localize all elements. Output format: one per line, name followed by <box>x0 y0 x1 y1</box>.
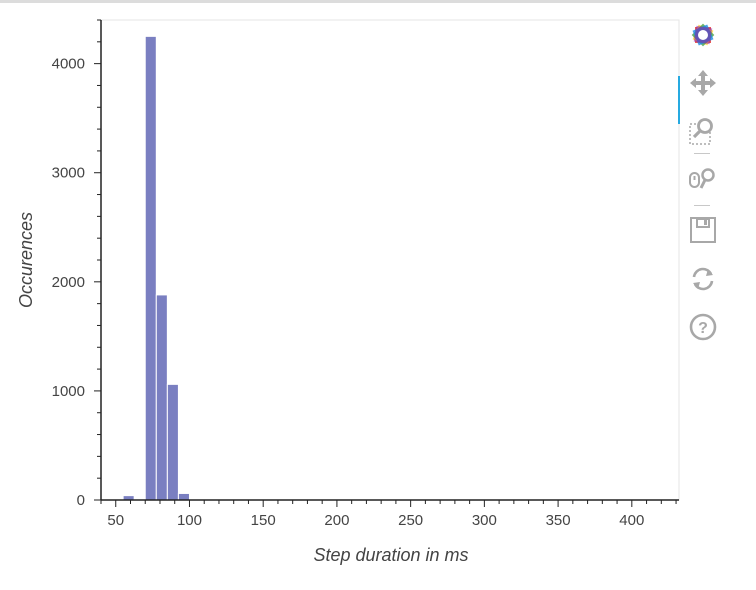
x-tick-label: 300 <box>472 512 497 529</box>
x-tick-label: 150 <box>251 512 276 529</box>
x-tick-label: 100 <box>177 512 202 529</box>
x-tick-label: 50 <box>107 512 124 529</box>
toolbar-divider <box>694 153 710 154</box>
y-tick-label: 1000 <box>52 383 85 400</box>
x-axis-label: Step duration in ms <box>313 545 468 565</box>
reset-icon[interactable] <box>680 262 726 296</box>
x-tick-label: 400 <box>619 512 644 529</box>
pan-icon[interactable] <box>680 66 726 100</box>
box-zoom-icon[interactable] <box>680 114 726 148</box>
help-icon[interactable]: ? <box>680 310 726 344</box>
plot-area <box>100 19 680 501</box>
x-tick-label: 250 <box>398 512 423 529</box>
svg-text:?: ? <box>698 320 708 337</box>
wheel-zoom-icon[interactable] <box>680 162 726 196</box>
y-tick-label: 2000 <box>52 274 85 291</box>
histogram-bar <box>144 35 157 501</box>
bokeh-logo-icon[interactable] <box>680 18 726 52</box>
y-axis-label: Occurences <box>16 212 36 308</box>
histogram-chart: 50 100 150 200 250 300 350 400 0 1000 2000 3000 400… <box>16 19 680 565</box>
y-tick-label: 0 <box>77 492 85 509</box>
save-icon[interactable] <box>680 213 726 247</box>
histogram-bar <box>166 383 179 501</box>
y-tick-label: 4000 <box>52 56 85 73</box>
x-tick-label: 200 <box>324 512 349 529</box>
toolbar-divider <box>694 205 710 206</box>
x-tick-label: 350 <box>546 512 571 529</box>
top-border <box>0 0 756 3</box>
histogram-bar <box>155 294 168 501</box>
histogram-bar <box>177 492 190 501</box>
active-tool-indicator <box>678 76 680 124</box>
y-tick-label: 3000 <box>52 165 85 182</box>
